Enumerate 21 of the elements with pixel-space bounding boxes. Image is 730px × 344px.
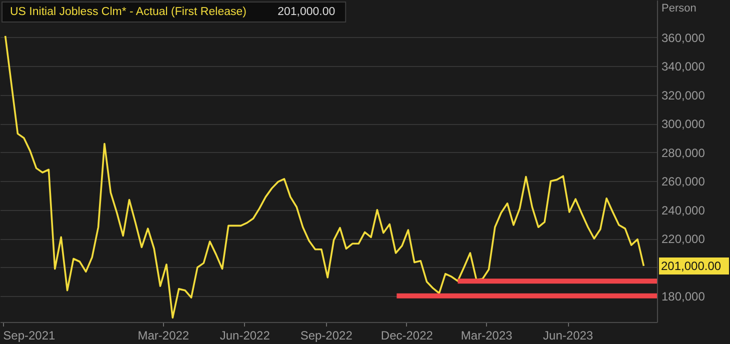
y-tick-label: 300,000: [662, 117, 706, 132]
series-label: US Initial Jobless Clm* - Actual (First Release): [10, 6, 247, 18]
x-tick-label: Mar-2023: [460, 328, 513, 342]
y-axis-title: Person: [662, 2, 696, 14]
y-tick-label: 320,000: [662, 88, 706, 102]
y-tick-label: 220,000: [662, 232, 706, 246]
x-tick-label: Jun-2022: [220, 328, 270, 342]
line-series: [4, 35, 645, 319]
text: 201,000.00: [661, 258, 722, 273]
x-tick-label: Sep-2022: [300, 328, 353, 342]
x-tick-label: Dec-2022: [380, 328, 434, 342]
y-tick-label: 260,000: [662, 174, 706, 189]
x-tick-label: Mar-2022: [138, 328, 190, 342]
y-tick-label: 340,000: [662, 60, 706, 74]
x-tick-label: Jun-2023: [543, 328, 594, 342]
annotation: 201,000.00: [278, 6, 336, 18]
x-tick-label: Sep-2021: [3, 328, 56, 342]
y-tick-label: 360,000: [662, 30, 706, 45]
y-tick-label: 280,000: [662, 146, 706, 160]
y-tick-label: 180,000: [662, 290, 706, 304]
y-tick-label: 240,000: [662, 203, 706, 218]
